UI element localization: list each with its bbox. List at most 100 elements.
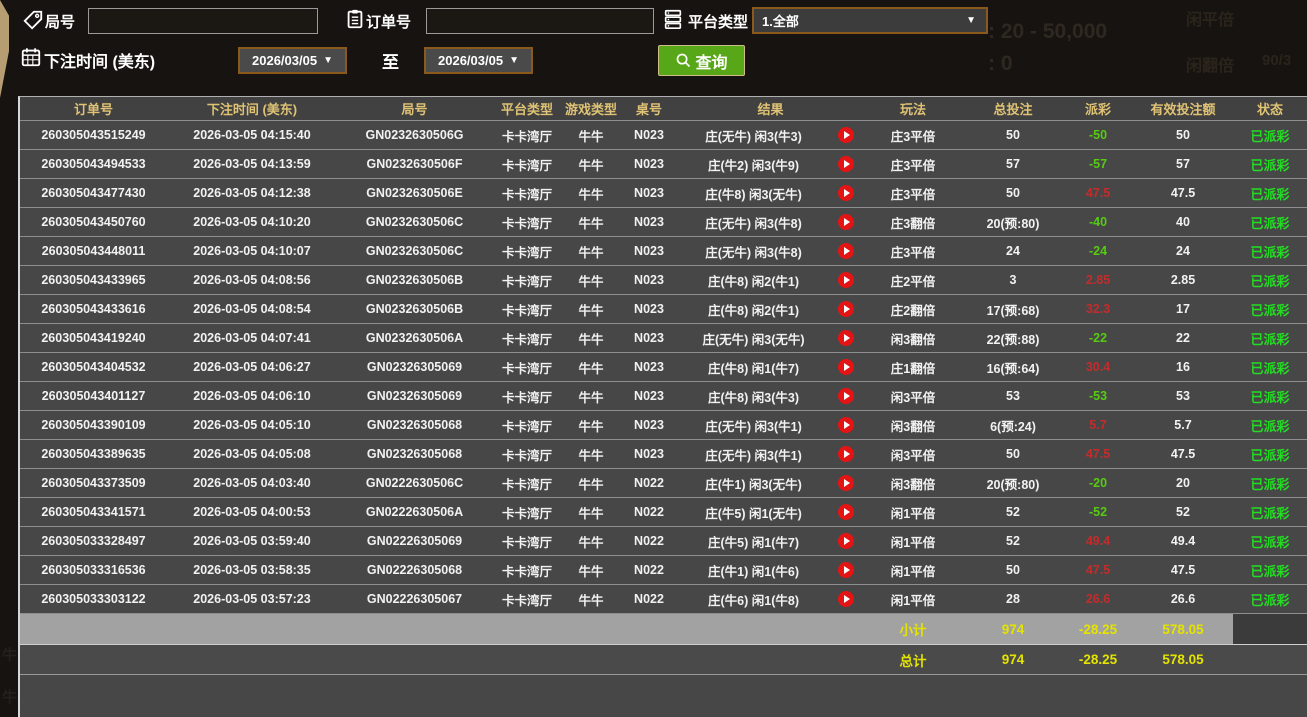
result-text: 庄(牛8) 闲3(无牛) xyxy=(705,187,802,202)
cell-platform: 卡卡湾厅 xyxy=(501,506,552,521)
cell-game-type: 牛牛 xyxy=(578,361,604,376)
play-video-icon[interactable] xyxy=(838,417,854,433)
cell-play-type: 闲3平倍 xyxy=(890,390,936,405)
play-video-icon[interactable] xyxy=(838,214,854,230)
play-triangle-icon xyxy=(844,247,850,255)
cell-result: 庄(牛8) 闲3(无牛) xyxy=(678,184,863,203)
cell-game-type: 牛牛 xyxy=(578,564,604,579)
cell-bet-time: 2026-03-05 04:08:56 xyxy=(193,273,311,287)
bet-time-label: 下注时间 (美东) xyxy=(44,54,156,71)
cell-bet-time: 2026-03-05 04:13:59 xyxy=(193,157,311,171)
play-triangle-icon xyxy=(844,508,850,516)
play-video-icon[interactable] xyxy=(838,127,854,143)
cell-payout: 32.3 xyxy=(1085,302,1111,316)
cell-round-no: GN0232630506B xyxy=(365,273,464,287)
play-video-icon[interactable] xyxy=(838,185,854,201)
cell-round-no: GN0222630506C xyxy=(365,476,464,490)
platform-type-select[interactable]: 1.全部 ▼ xyxy=(752,7,988,34)
cell-valid-bet: 53 xyxy=(1176,389,1190,403)
cell-table-no: N023 xyxy=(634,157,664,171)
cell-round-no: GN02326305068 xyxy=(366,447,463,461)
cell-total-bet: 3 xyxy=(1009,273,1017,287)
col-header-order-no: 订单号 xyxy=(73,102,113,117)
cell-platform: 卡卡湾厅 xyxy=(501,216,552,231)
cell-table-no: N022 xyxy=(634,505,664,519)
play-triangle-icon xyxy=(844,334,850,342)
table-row: 260305043390109 2026-03-05 04:05:10 GN02… xyxy=(20,411,1307,440)
cell-status: 已派彩 xyxy=(1250,331,1290,347)
cell-game-type: 牛牛 xyxy=(578,332,604,347)
result-text: 庄(无牛) 闲3(牛1) xyxy=(705,419,802,434)
col-header-platform: 平台类型 xyxy=(500,102,553,117)
cell-valid-bet: 2.85 xyxy=(1170,273,1196,287)
cell-platform: 卡卡湾厅 xyxy=(501,158,552,173)
cell-bet-time: 2026-03-05 04:06:27 xyxy=(193,360,311,374)
cell-order-no: 260305043404532 xyxy=(41,360,146,374)
cell-status: 已派彩 xyxy=(1250,563,1290,579)
cell-status: 已派彩 xyxy=(1250,157,1290,173)
cell-platform: 卡卡湾厅 xyxy=(501,448,552,463)
cell-round-no: GN02226305069 xyxy=(366,534,463,548)
cell-order-no: 260305043390109 xyxy=(41,418,146,432)
cell-total-bet: 6(预:24) xyxy=(990,419,1036,434)
cell-valid-bet: 20 xyxy=(1176,476,1190,490)
play-video-icon[interactable] xyxy=(838,301,854,317)
play-video-icon[interactable] xyxy=(838,243,854,259)
cell-platform: 卡卡湾厅 xyxy=(501,303,552,318)
col-header-bet-time: 下注时间 (美东) xyxy=(206,102,298,117)
cell-total-bet: 52 xyxy=(1006,534,1020,548)
play-video-icon[interactable] xyxy=(838,330,854,346)
date-from-picker[interactable]: 2026/03/05 ▼ xyxy=(238,47,347,74)
cell-play-type: 庄1翻倍 xyxy=(890,361,936,376)
cell-game-type: 牛牛 xyxy=(578,419,604,434)
cell-bet-time: 2026-03-05 04:03:40 xyxy=(193,476,311,490)
cell-game-type: 牛牛 xyxy=(578,129,604,144)
cell-play-type: 闲1平倍 xyxy=(890,506,936,521)
cell-total-bet: 52 xyxy=(1006,505,1020,519)
cell-valid-bet: 17 xyxy=(1176,302,1190,316)
table-row: 260305043477430 2026-03-05 04:12:38 GN02… xyxy=(20,179,1307,208)
cell-result: 庄(无牛) 闲3(牛8) xyxy=(678,242,863,261)
play-video-icon[interactable] xyxy=(838,504,854,520)
cell-valid-bet: 26.6 xyxy=(1170,592,1196,606)
cell-game-type: 牛牛 xyxy=(578,158,604,173)
cell-order-no: 260305033316536 xyxy=(41,563,146,577)
cell-bet-time: 2026-03-05 04:10:20 xyxy=(193,215,311,229)
cell-valid-bet: 47.5 xyxy=(1170,563,1196,577)
chevron-down-icon: ▼ xyxy=(966,15,976,26)
play-triangle-icon xyxy=(844,363,850,371)
chevron-down-icon: ▼ xyxy=(323,55,333,66)
result-text: 庄(牛2) 闲3(牛9) xyxy=(708,158,799,173)
col-header-result: 结果 xyxy=(757,102,784,117)
background-artifact-text: 牛 xyxy=(2,647,18,664)
play-video-icon[interactable] xyxy=(838,475,854,491)
cell-total-bet: 50 xyxy=(1006,447,1020,461)
cell-valid-bet: 47.5 xyxy=(1170,447,1196,461)
query-button-label: 查询 xyxy=(695,54,728,72)
order-no-input[interactable] xyxy=(426,8,654,34)
play-video-icon[interactable] xyxy=(838,562,854,578)
cell-table-no: N023 xyxy=(634,273,664,287)
play-video-icon[interactable] xyxy=(838,446,854,462)
query-button[interactable]: 查询 xyxy=(658,45,745,76)
play-video-icon[interactable] xyxy=(838,272,854,288)
play-video-icon[interactable] xyxy=(838,533,854,549)
play-video-icon[interactable] xyxy=(838,388,854,404)
cell-bet-time: 2026-03-05 04:07:41 xyxy=(193,331,311,345)
play-video-icon[interactable] xyxy=(838,359,854,375)
play-video-icon[interactable] xyxy=(838,156,854,172)
cell-play-type: 庄2翻倍 xyxy=(890,303,936,318)
date-to-picker[interactable]: 2026/03/05 ▼ xyxy=(424,47,533,74)
platform-type-icon xyxy=(662,8,684,30)
drawer-handle-icon[interactable] xyxy=(0,0,9,98)
cell-play-type: 闲1平倍 xyxy=(890,593,936,608)
table-body: 260305043515249 2026-03-05 04:15:40 GN02… xyxy=(20,121,1307,614)
grand-total-label: 总计 xyxy=(899,653,927,669)
cell-payout: 47.5 xyxy=(1085,186,1111,200)
cell-table-no: N022 xyxy=(634,592,664,606)
result-text: 庄(牛5) 闲1(无牛) xyxy=(705,506,802,521)
round-no-input[interactable] xyxy=(88,8,318,34)
play-video-icon[interactable] xyxy=(838,591,854,607)
cell-round-no: GN02326305069 xyxy=(366,360,463,374)
cell-order-no: 260305043389635 xyxy=(41,447,146,461)
